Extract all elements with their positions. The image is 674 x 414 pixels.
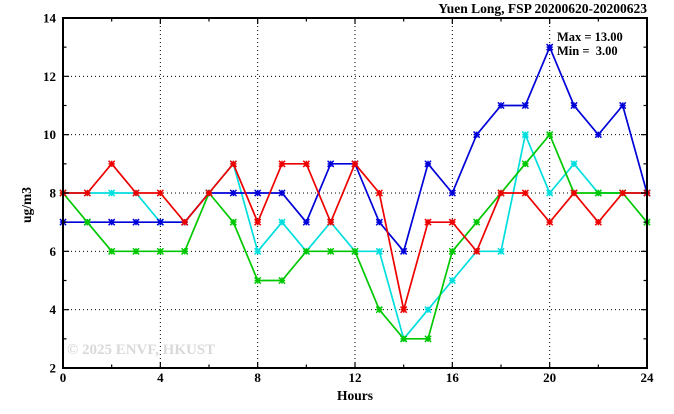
annotation-min: Min = 3.00 (557, 44, 618, 58)
x-tick-labels: 0 4 8 12 16 20 24 (60, 370, 654, 385)
watermark: © 2025 ENVF, HKUST (67, 342, 215, 358)
annotation-max: Max = 13.00 (557, 30, 623, 44)
y-tick-label: 6 (50, 244, 57, 259)
y-tick-label: 2 (50, 361, 57, 376)
marker-cluster-red-line (59, 160, 651, 314)
axis-ticks (63, 18, 647, 368)
y-tick-label: 12 (43, 69, 56, 84)
y-axis-label: ug/m3 (19, 187, 34, 223)
x-tick-label: 12 (349, 370, 362, 385)
y-tick-labels: 2 4 6 8 10 12 14 (43, 11, 57, 376)
y-tick-label: 8 (50, 186, 57, 201)
x-tick-label: 16 (446, 370, 460, 385)
x-tick-label: 0 (60, 370, 67, 385)
x-axis-label: Hours (337, 388, 373, 403)
chart-title: Yuen Long, FSP 20200620-20200623 (438, 1, 647, 16)
y-tick-label: 14 (43, 11, 57, 26)
series-green-line (59, 131, 651, 343)
x-tick-label: 20 (543, 370, 556, 385)
x-tick-label: 24 (641, 370, 655, 385)
y-tick-label: 10 (43, 127, 56, 142)
x-tick-label: 8 (254, 370, 261, 385)
y-tick-label: 4 (50, 302, 57, 317)
series-red-line (59, 160, 651, 314)
x-tick-label: 4 (157, 370, 164, 385)
